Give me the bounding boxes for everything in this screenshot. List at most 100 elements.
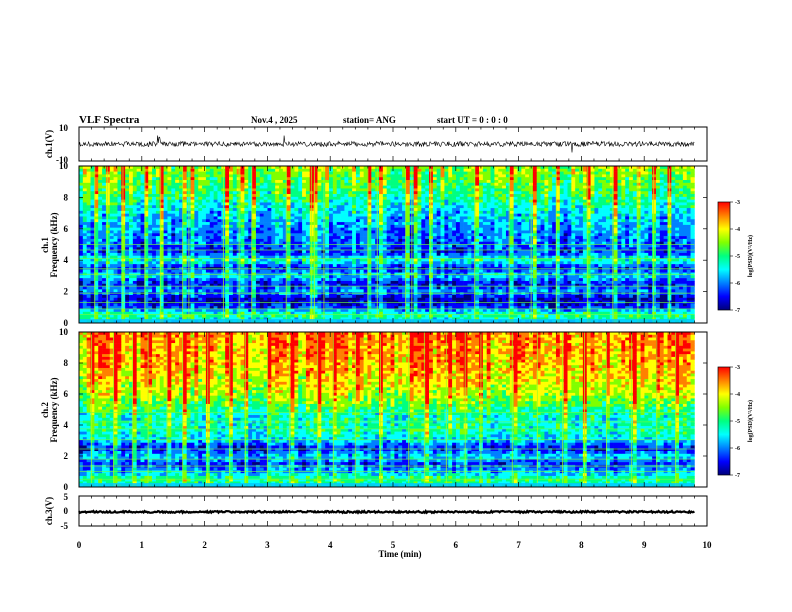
spectrogram-cell	[102, 224, 107, 228]
spectrogram-cell	[367, 294, 372, 299]
spectrogram-cell	[202, 255, 207, 259]
spectrogram-cell	[379, 311, 384, 315]
spectrogram-cell	[82, 238, 87, 242]
spectrogram-cell	[144, 171, 149, 175]
spectrogram-cell	[98, 278, 103, 282]
spectrogram-cell	[132, 168, 137, 172]
spectrogram-cell	[159, 191, 164, 195]
spectrogram-cell	[194, 283, 199, 287]
spectrogram-cell	[275, 236, 280, 240]
spectrogram-cell	[286, 230, 291, 234]
spectrogram-cell	[394, 280, 399, 285]
spectrogram-cell	[321, 261, 326, 265]
spectrogram-cell	[344, 230, 349, 234]
spectrogram-cell	[340, 297, 345, 301]
spectrogram-cell	[105, 233, 111, 237]
spectrogram-cell	[248, 269, 253, 273]
spectrogram-cell	[305, 289, 311, 293]
spectrogram-cell	[94, 166, 99, 170]
spectrogram-cell	[352, 255, 357, 259]
spectrogram-cell	[317, 306, 322, 310]
spectrogram-cell	[282, 258, 288, 262]
spectrogram-cell	[405, 278, 411, 282]
spectrogram-cell	[352, 205, 357, 209]
spectrogram-cell	[125, 289, 130, 293]
spectrogram-cell	[390, 294, 395, 299]
spectrogram-cell	[405, 269, 411, 273]
spectrogram-cell	[348, 306, 353, 310]
spectrogram-cell	[136, 264, 141, 268]
spectrogram-cell	[271, 185, 276, 189]
spectrogram-cell	[152, 208, 157, 212]
spectrogram-cell	[240, 294, 245, 299]
spectrogram-cell	[102, 317, 107, 321]
spectrogram-cell	[136, 202, 141, 206]
spectrogram-cell	[352, 258, 357, 262]
spectrogram-cell	[379, 317, 384, 321]
spectrogram-cell	[313, 294, 318, 299]
spectrogram-cell	[98, 297, 103, 301]
spectrogram-cell	[155, 166, 161, 170]
spectrogram-cell	[129, 238, 134, 242]
spectrogram-cell	[359, 182, 364, 186]
spectrogram-cell	[317, 275, 322, 279]
spectrogram-cell	[275, 311, 280, 315]
spectrogram-cell	[286, 213, 291, 217]
spectrogram-cell	[294, 224, 299, 228]
spectrogram-cell	[79, 317, 84, 321]
spectrogram-cell	[267, 294, 272, 299]
spectrogram-cell	[159, 247, 164, 251]
spectrogram-cell	[290, 289, 295, 293]
spectrogram-cell	[144, 182, 149, 186]
spectrogram-cell	[402, 227, 407, 231]
spectrogram-cell	[175, 227, 180, 231]
spectrogram-cell	[155, 278, 161, 282]
spectrogram-cell	[255, 210, 261, 214]
spectrogram-cell	[348, 210, 353, 214]
spectrogram-cell	[317, 269, 322, 273]
spectrogram-cell	[340, 252, 345, 257]
spectrogram-cell	[225, 241, 230, 245]
spectrogram-cell	[105, 216, 111, 220]
spectrogram-cell	[390, 261, 395, 265]
spectrogram-cell	[205, 194, 211, 198]
spectrogram-cell	[367, 289, 372, 293]
spectrogram-cell	[244, 255, 249, 259]
spectrogram-cell	[294, 297, 299, 301]
spectrogram-cell	[129, 213, 134, 217]
spectrogram-cell	[263, 191, 268, 195]
spectrogram-cell	[336, 196, 341, 200]
spectrogram-cell	[244, 202, 249, 206]
spectrogram-cell	[359, 168, 364, 172]
spectrogram-cell	[113, 264, 118, 268]
spectrogram-cell	[225, 264, 230, 268]
spectrogram-cell	[321, 219, 326, 223]
spectrogram-cell	[344, 166, 349, 170]
spectrogram-cell	[252, 213, 257, 217]
spectrogram-cell	[305, 222, 311, 226]
spectrogram-cell	[205, 286, 211, 290]
spectrogram-cell	[213, 250, 218, 254]
spectrogram-cell	[390, 300, 395, 304]
spectrogram-cell	[332, 278, 338, 282]
spectrogram-cell	[371, 303, 376, 307]
spectrogram-cell	[209, 269, 214, 273]
spectrogram-cell	[232, 297, 238, 301]
spectrogram-cell	[282, 224, 288, 228]
spectrogram-cell	[148, 191, 153, 195]
spectrogram-cell	[363, 292, 368, 296]
spectrogram-cell	[109, 303, 114, 307]
spectrogram-cell	[132, 202, 137, 206]
spectrogram-cell	[371, 261, 376, 265]
spectrogram-cell	[390, 303, 395, 307]
spectrogram-cell	[390, 174, 395, 178]
spectrogram-cell	[290, 188, 295, 192]
spectrogram-cell	[321, 191, 326, 195]
spectrogram-cell	[329, 303, 334, 307]
spectrogram-cell	[175, 166, 180, 170]
spectrogram-cell	[348, 275, 353, 279]
spectrogram-cell	[198, 258, 203, 262]
spectrogram-cell	[163, 247, 168, 251]
spectrogram-cell	[105, 275, 111, 279]
spectrogram-cell	[340, 306, 345, 310]
